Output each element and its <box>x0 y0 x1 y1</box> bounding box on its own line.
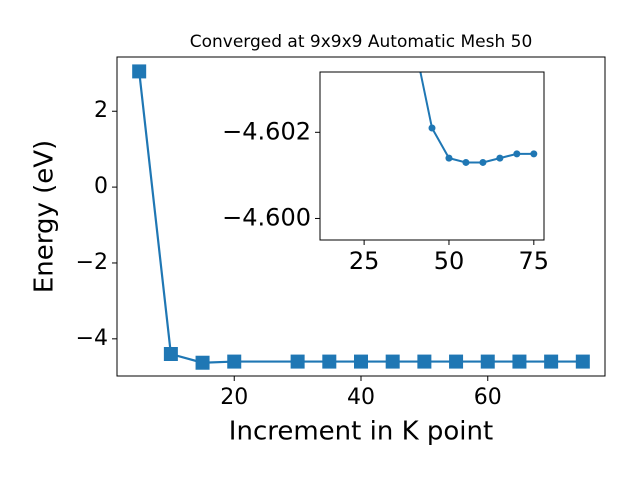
marker <box>195 355 210 370</box>
y-tick-label: −4.600 <box>222 203 311 231</box>
marker <box>132 64 147 79</box>
marker <box>513 150 521 158</box>
marker <box>417 354 432 369</box>
y-tick-label: 2 <box>94 98 108 123</box>
marker <box>227 354 242 369</box>
marker <box>290 354 305 369</box>
plot-area <box>419 72 538 166</box>
marker <box>544 354 559 369</box>
marker <box>462 158 470 166</box>
x-tick-label: 20 <box>220 385 248 410</box>
marker <box>480 354 495 369</box>
marker <box>449 354 464 369</box>
x-tick-label: 60 <box>474 385 502 410</box>
marker <box>163 347 178 361</box>
marker <box>512 354 527 369</box>
marker <box>354 354 368 369</box>
marker <box>428 124 436 132</box>
x-axis-label: Increment in K point <box>229 417 493 447</box>
x-tick-label: 40 <box>347 385 375 410</box>
y-axis-label: Energy (eV) <box>30 140 60 293</box>
y-tick-label: 0 <box>94 174 108 199</box>
y-tick-label: −2 <box>76 250 108 275</box>
x-tick-label: 75 <box>519 247 550 275</box>
marker <box>479 158 487 166</box>
y-tick-label: −4 <box>76 326 108 351</box>
plot-area <box>132 64 590 370</box>
y-tick-label: −4.602 <box>222 117 311 145</box>
x-tick-label: 50 <box>434 247 465 275</box>
marker <box>575 354 590 369</box>
marker <box>496 154 504 162</box>
axes-frame <box>319 71 545 241</box>
marker <box>322 354 337 369</box>
marker <box>530 150 538 158</box>
marker <box>385 354 400 369</box>
chart-title: Converged at 9x9x9 Automatic Mesh 50 <box>190 32 533 52</box>
x-tick-label: 25 <box>349 247 380 275</box>
marker <box>445 154 453 162</box>
